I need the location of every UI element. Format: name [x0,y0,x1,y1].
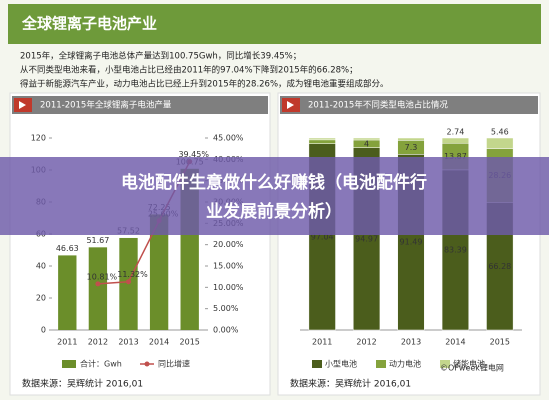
legend-label: 合计：Gwh [80,359,122,369]
data-label: 97.04 [311,232,334,241]
bullet: 2015年，全球锂离子电池总体产量达到100.75Gwh，同比增长39.45%； [20,51,301,62]
data-label: 10.81% [87,272,118,281]
legend-label: 同比增速 [158,359,190,369]
source: 数据来源：吴辉统计 2016,01 [290,378,411,390]
panel-title: 2011-2015年全球锂离子电池产量 [40,100,172,111]
data-label: 83.39 [444,245,467,254]
legend-label: 储能电池 [453,359,485,369]
panel [9,92,271,396]
bar-segment [397,137,425,141]
header-title: 全球锂离子电池产业 [21,15,157,33]
y2-tick-label: 15.00% [213,262,244,271]
bar-segment [353,137,381,141]
legend-swatch [62,360,76,368]
panel-header [280,96,538,114]
data-label: 46.63 [56,244,79,253]
y2-tick-label: 5.00% [213,304,239,313]
panel-header [12,96,268,114]
legend-swatch [376,360,386,368]
data-label: 39.45% [178,150,209,159]
x-tick-label: 2012 [356,338,376,347]
y2-tick-label: 45.00% [213,134,244,143]
overlay-title: 电池配件生意做什么好赚钱（电池配件行 [121,172,427,193]
bar [88,247,108,330]
x-tick-label: 2015 [490,338,510,347]
data-label: 7.3 [405,143,418,152]
bar-segment [308,139,336,144]
y-tick-label: 40 [36,262,46,271]
bullets: 2015年，全球锂离子电池总体产量达到100.75Gwh，同比增长39.45%；… [20,51,389,90]
bullet: 从不同类型电池来看，小型电池占比已经由2011年的97.04%下降到2015年的… [20,65,358,76]
y-tick-label: 20 [36,294,46,303]
line-marker [95,281,101,287]
bar-segment [486,137,514,149]
y2-tick-label: 0.00% [213,326,239,335]
source: 数据来源：吴辉统计 2016,01 [22,378,143,390]
data-label: 91.49 [400,238,423,247]
x-tick-label: 2011 [312,338,332,347]
bullet: 得益于新能源汽车产业，动力电池占比已经上升到2015年的28.26%，成为锂电池… [20,79,389,90]
x-tick-label: 2012 [88,338,108,347]
x-tick-label: 2011 [57,338,77,347]
data-label: 51.67 [86,236,109,245]
legend-swatch [440,360,450,368]
bar-segment [308,137,336,141]
x-tick-label: 2013 [401,338,421,347]
data-label: 11.32% [117,270,148,279]
y2-tick-label: 20.00% [213,240,244,249]
data-label: 13.87 [444,152,467,161]
legend-marker [144,361,150,367]
panel-title: 2011-2015年不同类型电池占比情况 [308,100,448,111]
legend-label: 小型电池 [325,359,357,369]
legend-swatch [312,360,322,368]
data-label: 66.28 [488,262,511,271]
x-tick-label: 2015 [180,338,200,347]
x-tick-label: 2014 [445,338,465,347]
watermark: ©OFweek锂电网 [440,363,504,373]
x-tick-label: 2014 [149,338,169,347]
data-label: 4 [364,139,369,148]
legend-label: 动力电池 [389,359,421,369]
y-tick-label: 0 [41,326,46,335]
y2-tick-label: 10.00% [213,283,244,292]
y-tick-label: 120 [31,134,46,143]
data-label: 94.97 [355,234,378,243]
bar-segment [441,137,469,144]
bar [149,214,169,330]
x-tick-label: 2013 [118,338,138,347]
line-marker [126,279,131,285]
bar [58,255,77,330]
data-label: 5.46 [491,128,509,137]
overlay-title: 业发展前景分析） [206,201,342,222]
header-band [8,4,541,44]
overlay-banner [0,157,549,235]
data-label: 2.74 [446,128,464,137]
